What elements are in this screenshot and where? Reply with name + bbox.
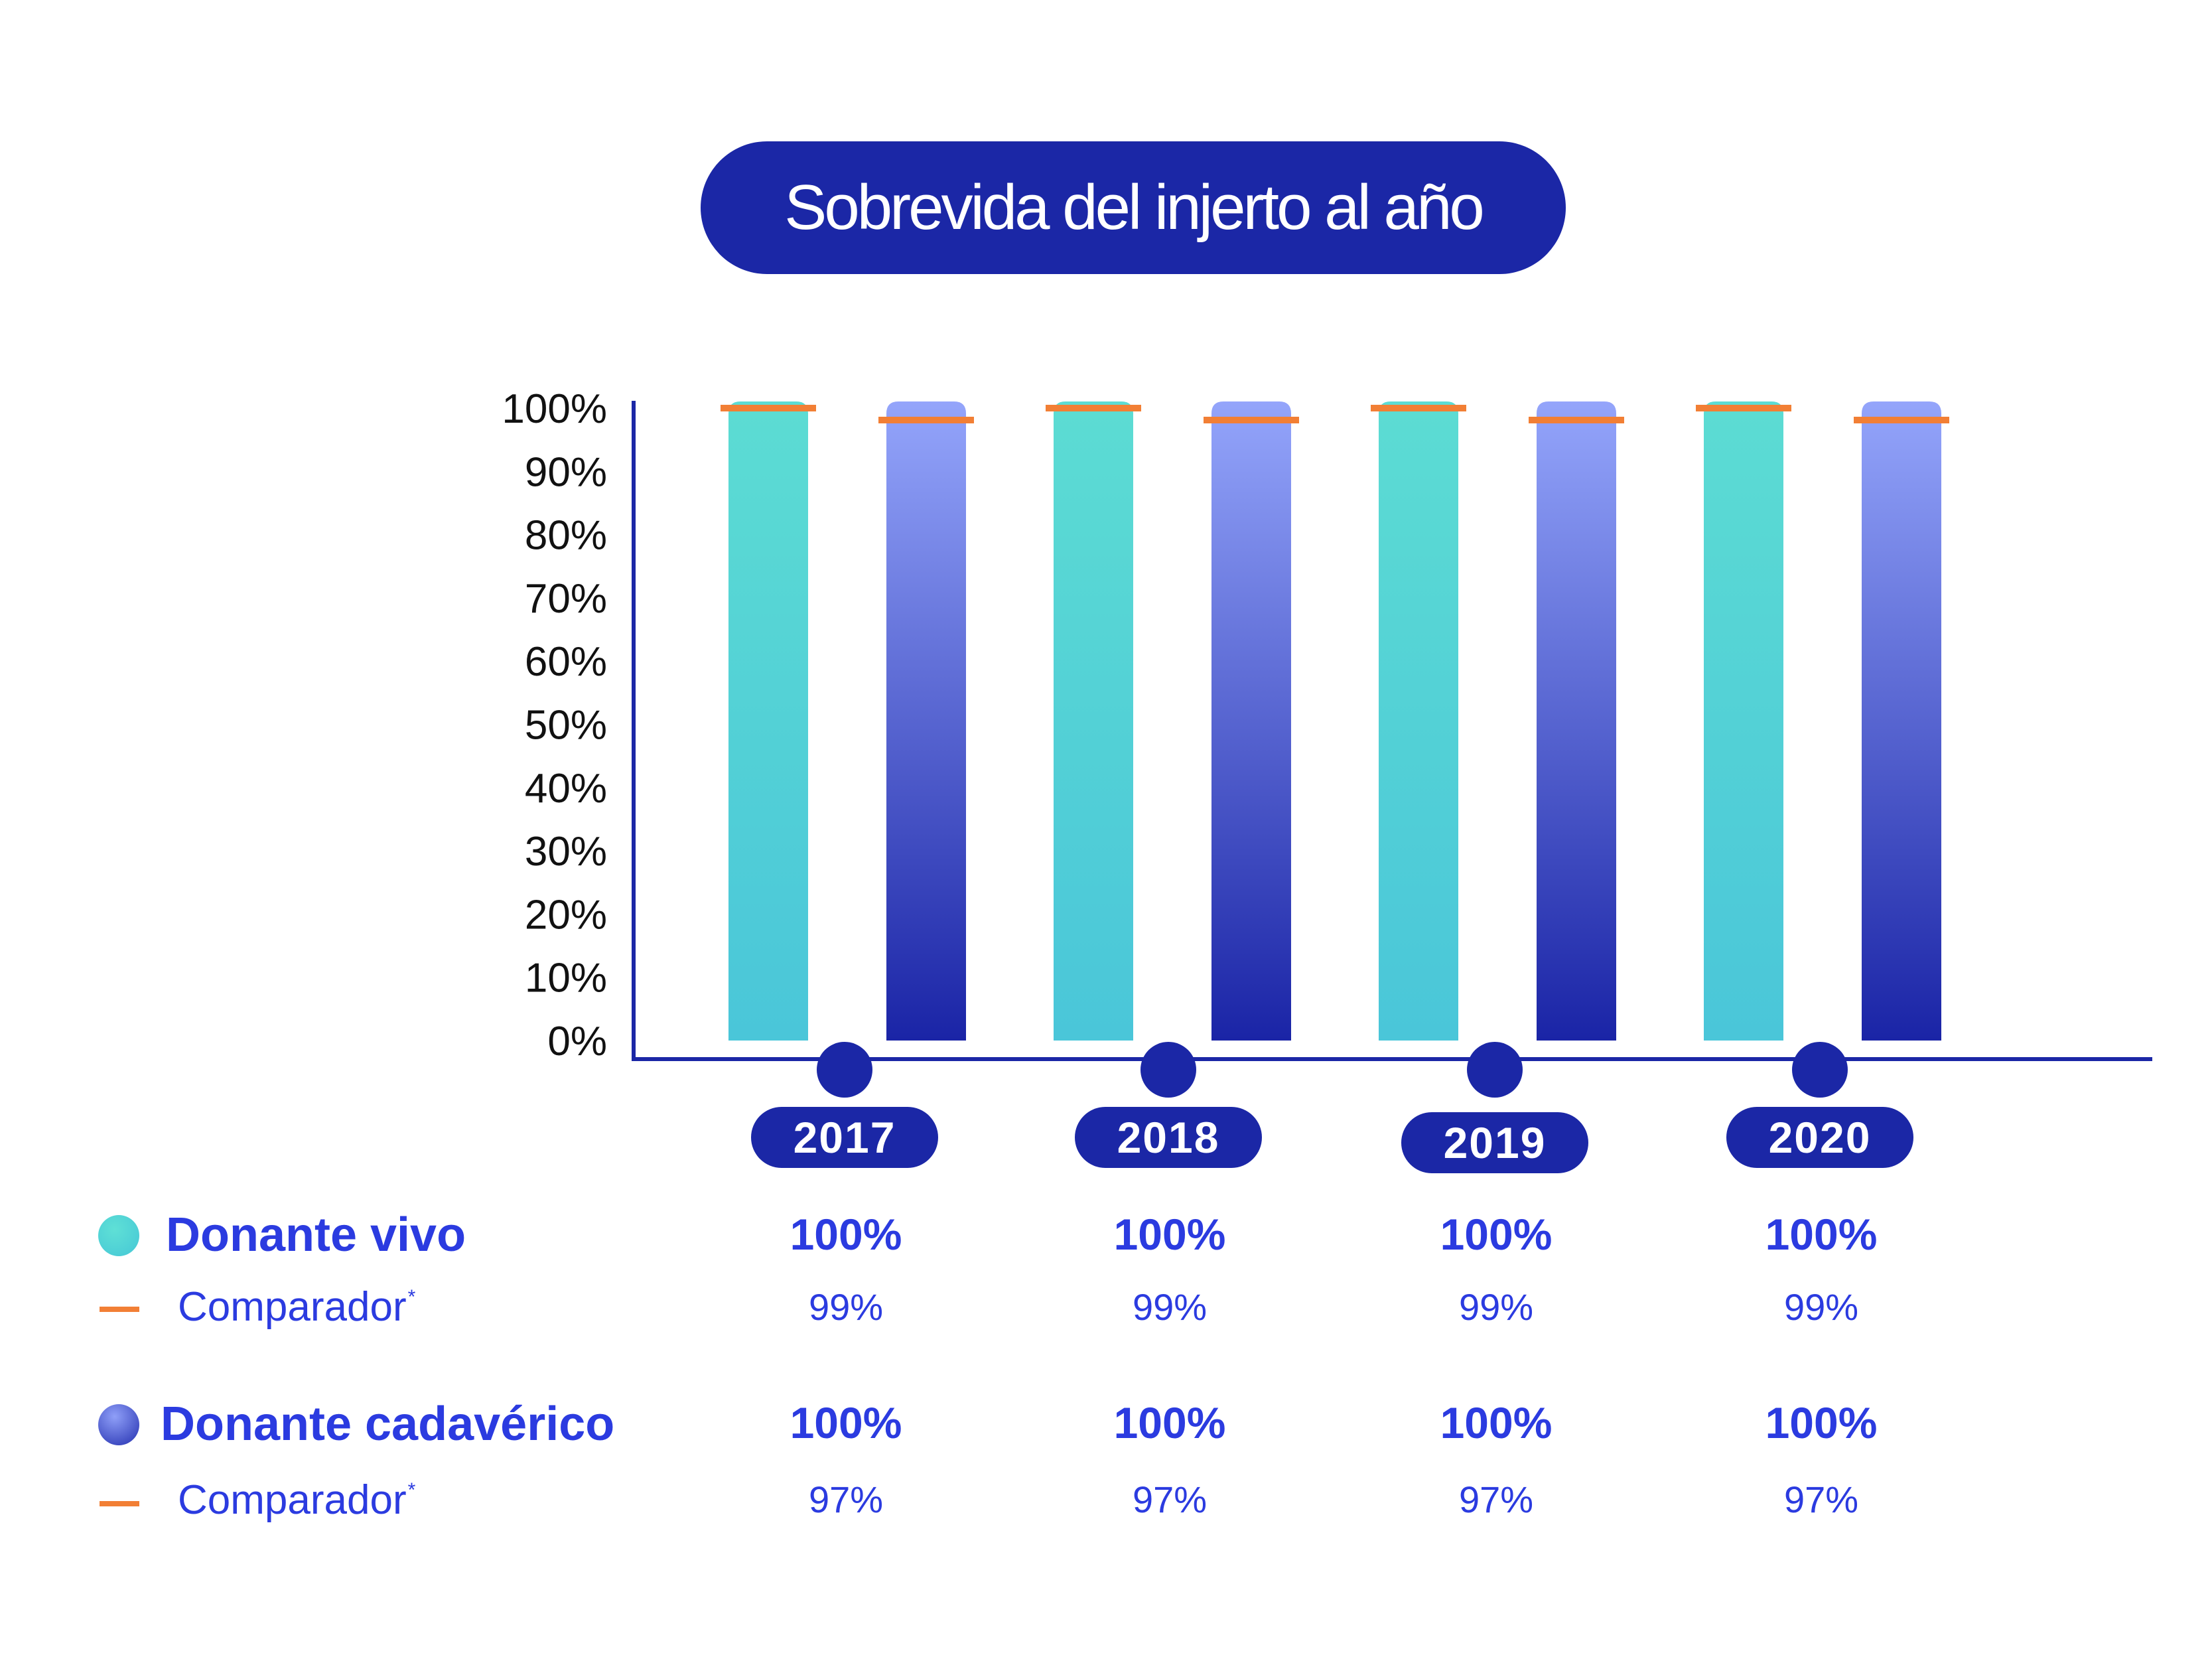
y-tick-label: 40% xyxy=(525,766,607,812)
bar-donante-vivo-2020 xyxy=(1704,401,1783,1041)
table-cell: 97% xyxy=(1132,1479,1208,1520)
legend-comparador-dash-vivo xyxy=(100,1307,139,1312)
y-tick-label: 20% xyxy=(525,892,607,938)
legend-comparador-vivo-sup: * xyxy=(407,1286,416,1308)
table-cell: 97% xyxy=(1458,1479,1534,1520)
y-tick-label: 10% xyxy=(525,956,607,1001)
legend-donante-cadaverico: Donante cadavérico xyxy=(161,1398,615,1451)
table-cell: 99% xyxy=(1458,1286,1534,1328)
legend-comparador-cadaverico: Comparador* xyxy=(178,1477,415,1524)
legend-dot-donante-vivo xyxy=(98,1215,139,1256)
year-marker-2018 xyxy=(1141,1042,1196,1098)
table-cell: 99% xyxy=(1132,1286,1208,1328)
table-cell: 100% xyxy=(1440,1210,1553,1259)
y-tick-label: 100% xyxy=(502,386,607,432)
legend-dot-donante-cadaverico xyxy=(98,1404,139,1445)
table-cell: 100% xyxy=(1113,1210,1226,1259)
y-tick-label: 80% xyxy=(525,513,607,559)
x-tick-label-2019: 2019 xyxy=(1401,1112,1588,1173)
year-marker-2019 xyxy=(1467,1042,1523,1098)
y-tick-label: 50% xyxy=(525,703,607,749)
year-marker-2017 xyxy=(817,1042,872,1098)
y-tick-label: 30% xyxy=(525,829,607,875)
table-cell: 97% xyxy=(1783,1479,1859,1520)
legend-donante-vivo: Donante vivo xyxy=(166,1208,466,1262)
legend-comparador-cadaverico-label: Comparador xyxy=(178,1477,407,1523)
x-tick-label-2018: 2018 xyxy=(1075,1107,1262,1168)
chart-title: Sobrevida del injerto al año xyxy=(701,141,1566,274)
legend-comparador-dash-cadaverico xyxy=(100,1501,139,1506)
bar-donante-vivo-2018 xyxy=(1054,401,1133,1041)
table-cell: 100% xyxy=(1765,1398,1878,1447)
table-cell: 100% xyxy=(790,1398,902,1447)
table-cell: 97% xyxy=(808,1479,884,1520)
bar-donante-vivo-2017 xyxy=(728,401,808,1041)
y-tick-label: 70% xyxy=(525,576,607,622)
table-cell: 100% xyxy=(790,1210,902,1259)
y-tick-label: 0% xyxy=(547,1019,607,1064)
table-cell: 99% xyxy=(808,1286,884,1328)
year-marker-2020 xyxy=(1792,1042,1848,1098)
legend-comparador-vivo: Comparador* xyxy=(178,1283,415,1331)
table-cell: 100% xyxy=(1113,1398,1226,1447)
y-tick-label: 60% xyxy=(525,639,607,685)
x-tick-label-2020: 2020 xyxy=(1726,1107,1913,1168)
bar-donante-cadaverico-2018 xyxy=(1211,401,1291,1041)
y-tick-label: 90% xyxy=(525,449,607,495)
bar-donante-cadaverico-2020 xyxy=(1862,401,1941,1041)
bar-donante-cadaverico-2019 xyxy=(1537,401,1616,1041)
bar-donante-cadaverico-2017 xyxy=(886,401,966,1041)
legend-comparador-cadaverico-sup: * xyxy=(407,1479,416,1501)
x-tick-label-2017: 2017 xyxy=(751,1107,938,1168)
table-cell: 100% xyxy=(1765,1210,1878,1259)
table-cell: 100% xyxy=(1440,1398,1553,1447)
table-cell: 99% xyxy=(1783,1286,1859,1328)
bar-donante-vivo-2019 xyxy=(1379,401,1458,1041)
legend-comparador-vivo-label: Comparador xyxy=(178,1284,407,1330)
